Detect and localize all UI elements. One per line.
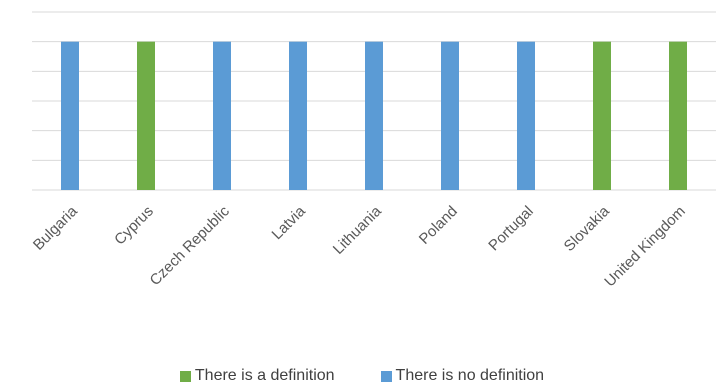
bar-portugal [517, 41, 535, 190]
bar-poland [441, 41, 459, 190]
x-tick-label: Latvia [269, 202, 310, 243]
legend: There is a definition There is no defini… [0, 367, 724, 385]
x-tick-label: Czech Republic [147, 202, 234, 289]
x-tick-label: Bulgaria [30, 202, 81, 253]
legend-item-definition: There is a definition [179, 367, 335, 385]
x-tick-label: Cyprus [111, 203, 157, 249]
x-tick-label: Lithuania [330, 202, 386, 258]
bar-bulgaria [61, 41, 79, 190]
bar-cyprus [137, 41, 155, 190]
legend-label-definition: There is a definition [194, 367, 335, 384]
x-tick-label: Poland [416, 203, 461, 248]
bar-united-kingdom [669, 41, 687, 190]
x-tick-label: Slovakia [561, 202, 614, 255]
bar-slovakia [593, 41, 611, 190]
x-tick-label: Portugal [485, 203, 537, 255]
legend-swatch-definition [179, 370, 191, 382]
legend-swatch-no-definition [380, 370, 392, 382]
bar-czech-republic [213, 41, 231, 190]
bars [61, 41, 687, 190]
legend-label-no-definition: There is no definition [395, 367, 545, 384]
bar-latvia [289, 41, 307, 190]
x-tick-label: United Kingdom [601, 203, 688, 290]
legend-item-no-definition: There is no definition [380, 367, 545, 385]
bar-lithuania [365, 41, 383, 190]
